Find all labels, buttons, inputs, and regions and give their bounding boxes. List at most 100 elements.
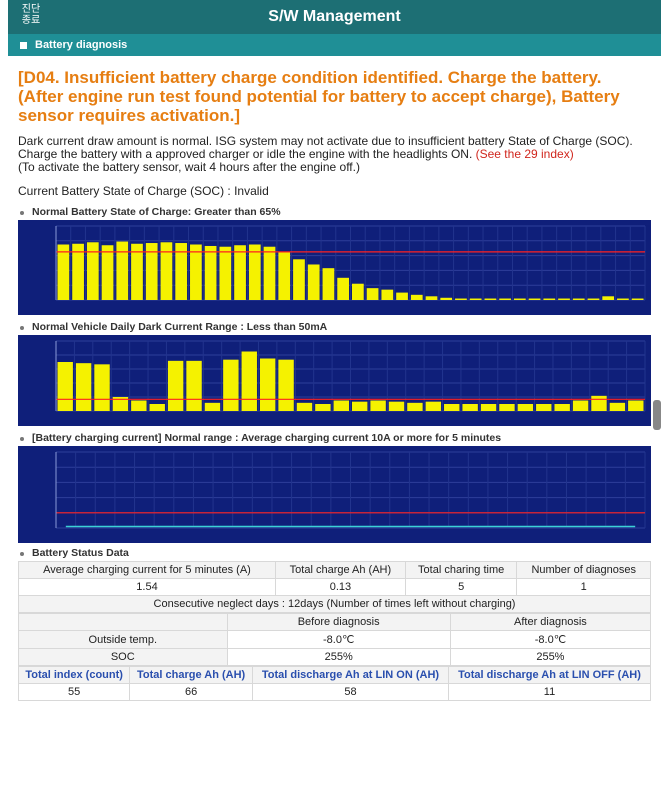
- chart2-heading: Normal Vehicle Daily Dark Current Range …: [18, 321, 651, 333]
- bullet-icon: [20, 326, 24, 330]
- data-bar: [278, 359, 294, 411]
- data-bar: [241, 351, 257, 411]
- data-bar: [484, 298, 497, 300]
- data-bar: [410, 294, 423, 300]
- status-title: Battery Status Data: [32, 547, 129, 559]
- data-bar: [219, 246, 232, 300]
- section-label: Battery diagnosis: [35, 39, 128, 51]
- soc-chart-svg: [55, 225, 646, 301]
- diagnosis-alert: [D04. Insufficient battery charge condit…: [18, 68, 620, 125]
- data-bar: [543, 298, 556, 300]
- data-bar: [86, 242, 99, 300]
- chart1-heading: Normal Battery State of Charge: Greater …: [18, 206, 651, 218]
- dark-current-chart-svg: [55, 340, 646, 412]
- table-cell: 1: [516, 578, 651, 596]
- data-bar: [72, 243, 84, 300]
- data-bar: [558, 298, 570, 300]
- data-bar: [259, 358, 276, 411]
- data-bar: [528, 298, 541, 300]
- page-title: S/W Management: [268, 8, 401, 25]
- chart3-title: [Battery charging current] Normal range …: [32, 432, 502, 444]
- data-bar: [307, 264, 320, 300]
- diagnosis-description: Dark current draw amount is normal. ISG …: [18, 135, 651, 174]
- data-bar: [190, 244, 202, 300]
- row-label: SOC: [18, 648, 228, 666]
- col-header: Total charge Ah (AH): [274, 561, 406, 579]
- data-bar: [370, 400, 386, 411]
- chart1-title: Normal Battery State of Charge: Greater …: [32, 206, 281, 218]
- data-bar: [499, 404, 515, 411]
- screen: 진단 종료 S/W Management Battery diagnosis […: [8, 0, 661, 805]
- row-label: Outside temp.: [18, 630, 228, 649]
- col-header: Total charge Ah (AH): [129, 666, 253, 684]
- bullet-icon: [20, 437, 24, 441]
- chart3-heading: [Battery charging current] Normal range …: [18, 432, 651, 444]
- data-bar: [480, 404, 497, 411]
- col-header: Average charging current for 5 minutes (…: [18, 561, 276, 579]
- data-bar: [444, 404, 460, 411]
- data-bar: [57, 362, 73, 411]
- col-header: Total charing time: [404, 561, 518, 579]
- data-bar: [366, 288, 379, 300]
- content-area: [D04. Insufficient battery charge condit…: [8, 68, 661, 701]
- desc-line-1: Dark current draw amount is normal. ISG …: [18, 134, 633, 148]
- data-bar: [149, 404, 165, 411]
- data-bar: [425, 401, 442, 411]
- table-cell: 66: [129, 683, 253, 701]
- section-bullet-icon: [20, 41, 27, 49]
- data-bar: [517, 404, 534, 411]
- data-bar: [381, 289, 394, 300]
- data-bar: [223, 359, 239, 411]
- data-bar: [167, 360, 184, 411]
- chart2-title: Normal Vehicle Daily Dark Current Range …: [32, 321, 328, 333]
- data-bar: [263, 246, 276, 300]
- data-bar: [602, 296, 615, 300]
- data-bar: [160, 242, 173, 300]
- data-bar: [94, 364, 110, 411]
- scrollbar-handle[interactable]: [653, 400, 661, 430]
- table-cell: 55: [17, 683, 131, 701]
- data-bar: [234, 245, 246, 300]
- data-bar: [513, 298, 526, 300]
- table-cell: 5: [404, 578, 518, 596]
- data-bar: [337, 277, 349, 300]
- status-table-summary: Average charging current for 5 minutes (…: [18, 561, 651, 613]
- neglect-days: Consecutive neglect days : 12days (Numbe…: [18, 595, 651, 613]
- data-bar: [631, 298, 644, 300]
- table-cell: -8.0℃: [226, 630, 451, 649]
- data-bar: [322, 268, 335, 300]
- data-bar: [536, 404, 552, 411]
- charging-current-chart-svg: [55, 451, 646, 529]
- data-bar: [617, 298, 629, 300]
- table-cell: 0.13: [274, 578, 406, 596]
- exit-diagnosis-button[interactable]: 진단 종료: [21, 4, 41, 26]
- data-bar: [462, 404, 478, 411]
- app-header: 진단 종료 S/W Management: [8, 0, 661, 34]
- charging-current-chart: [18, 446, 651, 543]
- bullet-icon: [20, 211, 24, 215]
- data-bar: [425, 296, 438, 300]
- data-bar: [315, 404, 331, 411]
- soc-status: Current Battery State of Charge (SOC) : …: [18, 184, 269, 198]
- desc-line-2: Charge the battery with a approved charg…: [18, 147, 473, 161]
- data-bar: [204, 245, 217, 300]
- data-bar: [628, 400, 644, 411]
- data-bar: [352, 401, 368, 411]
- col-header: Before diagnosis: [226, 613, 451, 631]
- data-bar: [396, 292, 408, 300]
- data-bar: [388, 401, 405, 411]
- data-bar: [554, 404, 570, 411]
- col-header: After diagnosis: [449, 613, 652, 631]
- data-bar: [186, 360, 202, 411]
- data-bar: [587, 298, 600, 300]
- data-bar: [572, 298, 585, 300]
- index-link[interactable]: (See the 29 index): [475, 147, 574, 161]
- data-bar: [469, 298, 482, 300]
- soc-chart: [18, 220, 651, 315]
- desc-line-3: (To activate the battery sensor, wait 4 …: [18, 160, 360, 174]
- table-cell: 58: [251, 683, 450, 701]
- data-bar: [175, 243, 188, 300]
- table-cell: 1.54: [18, 578, 276, 596]
- data-bar: [112, 397, 129, 411]
- data-bar: [131, 243, 143, 300]
